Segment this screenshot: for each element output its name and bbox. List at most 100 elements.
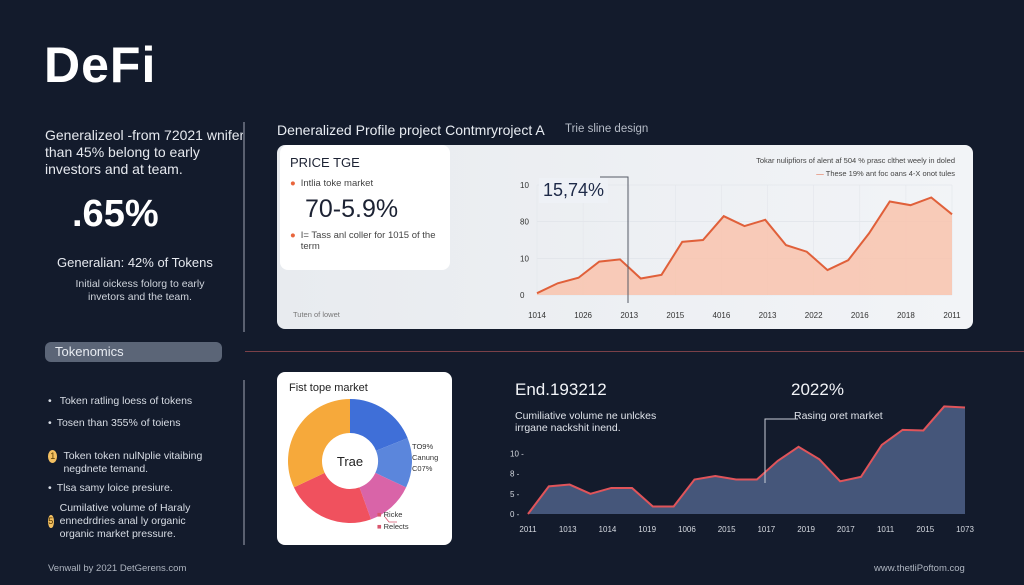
- page-title: DeFi: [44, 37, 157, 93]
- bullet-text: Token ratling loess of tokens: [59, 395, 193, 407]
- x-tick-label: 1011: [877, 525, 895, 534]
- pie-side-label: Canung: [412, 453, 439, 462]
- y-tick-label: 5 -: [510, 490, 520, 499]
- legend-text: Relects: [383, 522, 409, 531]
- area-fill: [528, 406, 965, 514]
- area-fill: [537, 197, 952, 295]
- bullet-dot: •: [48, 482, 52, 494]
- bottom-chart-subtitle: Cumiliative volume ne unlckes irrgane na…: [515, 410, 657, 434]
- price-item-text: Intlia toke market: [300, 178, 374, 189]
- y-tick-label: 0 -: [510, 510, 520, 519]
- token-share-text: Initial oickess folorg to early invetors…: [75, 278, 205, 303]
- callout-leader-line: [600, 176, 629, 303]
- x-tick-label: 2013: [620, 311, 638, 320]
- bottom-chart-annotation: Rasing oret market: [794, 410, 883, 422]
- legend-text: Ricke: [383, 510, 403, 519]
- legend-entry-text: These 19% ant foc oans 4-X onot tules: [825, 169, 955, 178]
- panel-title: Deneralized Profile project Contmryrojec…: [277, 122, 545, 138]
- x-tick-label: 1014: [599, 525, 617, 534]
- pie-title: Fist tope market: [289, 382, 368, 394]
- pie-side-labels: TO9% Canung C07%: [412, 441, 438, 474]
- legend-square-icon: ■: [377, 522, 384, 531]
- footer-url[interactable]: www.thetliPoftom.cog: [874, 563, 965, 574]
- x-tick-label: 1073: [956, 525, 974, 534]
- pie-legend-leader: [384, 516, 397, 523]
- vertical-divider: [243, 380, 245, 545]
- pie-slice: [293, 472, 372, 523]
- price-value: 70-5.9%: [305, 195, 399, 223]
- x-tick-label: 2017: [837, 525, 855, 534]
- intro-text: Generalizeol -from 72021 wnifer than 45%…: [45, 127, 245, 177]
- y-tick-label: 10: [520, 181, 529, 190]
- x-tick-label: 2013: [759, 311, 777, 320]
- chart-callout: 15,74%: [539, 178, 609, 203]
- bullet-text: Tlsa samy loice presiure.: [56, 482, 173, 494]
- pie-slice: [375, 438, 412, 488]
- x-tick-label: 2011: [943, 311, 961, 320]
- y-tick-label: 8 -: [510, 470, 520, 479]
- annotation-leader-line: [764, 418, 798, 483]
- bullet-item: 1 Token token nulNplie vitaibing negdnete…: [48, 450, 228, 476]
- x-tick-label: 2015: [718, 525, 736, 534]
- x-tick-label: 1017: [757, 525, 775, 534]
- y-tick-label: 10 -: [510, 449, 524, 458]
- price-item-text: I= Tass anl coller for 1015 of the term: [300, 230, 436, 252]
- price-item: ● Intlia toke market: [290, 178, 373, 189]
- bullet-text: Tosen than 355% of toiens: [56, 417, 181, 429]
- pie-slice: [359, 472, 407, 520]
- pie-side-label: TO9%: [412, 442, 434, 451]
- number-badge-icon: 1: [48, 450, 58, 463]
- pie-card: Fist tope market Trae TO9% Canung C07% ■…: [277, 372, 452, 545]
- footer-credit: Venwall by 2021 DetGerens.com: [48, 563, 187, 574]
- price-tge-card: PRICE TGE ● Intlia toke market 70-5.9% ● I…: [280, 145, 450, 270]
- legend-line-icon: —: [816, 169, 826, 178]
- pie-slice: [350, 399, 408, 451]
- y-tick-label: 10: [520, 254, 529, 263]
- price-item: ● I= Tass anl coller for 1015 of the term: [290, 230, 440, 252]
- bottom-chart-title: End.193212: [515, 380, 607, 399]
- x-tick-label: 2022: [805, 311, 823, 320]
- x-tick-label: 2016: [851, 311, 869, 320]
- x-tick-label: 1013: [559, 525, 577, 534]
- bullet-dot: •: [48, 395, 52, 407]
- x-tick-label: 1026: [574, 311, 592, 320]
- y-tick-label: 0: [520, 291, 525, 300]
- tokenomics-pill[interactable]: Tokenomics: [45, 342, 222, 362]
- panel-subtitle: Trie sline design: [565, 123, 649, 135]
- x-tick-label: 1019: [638, 525, 656, 534]
- top-area-chart: 0 10 80 10 1014 1026 2013 2015 4016 2013 2022 2016 2…: [520, 176, 961, 320]
- x-tick-label: 2015: [916, 525, 934, 534]
- bullet-text: Cumilative volume of Haraly ennedrdries …: [59, 502, 191, 540]
- bullet-text: Token token nulNplie vitaibing negdnete …: [63, 450, 203, 475]
- x-tick-label: 4016: [713, 311, 731, 320]
- bullet-item: 5 Cumilative volume of Haraly ennedrdries…: [48, 502, 223, 541]
- x-tick-label: 2015: [666, 311, 684, 320]
- pie-side-label: C07%: [412, 464, 433, 473]
- number-badge-icon: 5: [48, 515, 54, 528]
- series-line: [527, 405, 966, 515]
- bullet-item: • Tlsa samy loice presiure.: [48, 482, 173, 495]
- price-tge-heading: PRICE TGE: [290, 155, 360, 170]
- token-share-subtitle: Generalian: 42% of Tokens: [57, 255, 213, 270]
- x-tick-label: 2018: [897, 311, 915, 320]
- chart-legend-title: Tokar nulipfiors of alent af 504 % prasc…: [756, 156, 955, 165]
- legend-square-icon: ■: [377, 510, 384, 519]
- bullet-dot: •: [48, 417, 52, 429]
- pie-legend-item: ■ Relects: [377, 521, 409, 533]
- x-tick-label: 1006: [678, 525, 696, 534]
- pie-legend: ■ Ricke ■ Relects: [377, 509, 409, 533]
- panel-footnote: Tuten of lowet: [293, 310, 340, 319]
- x-tick-label: 2011: [519, 525, 537, 534]
- pie-slice: [288, 399, 350, 488]
- bottom-area-chart: 0 - 5 - 8 - 10 - 2011 1013 1014 1019 1006 2015 101…: [510, 405, 974, 534]
- chart-legend-entry: — These 19% ant foc oans 4-X onot tules: [700, 169, 955, 178]
- orange-dot-icon: ●: [290, 230, 296, 241]
- x-tick-label: 2019: [797, 525, 815, 534]
- donut-chart: Trae: [288, 399, 412, 523]
- bullet-item: • Tosen than 355% of toiens: [48, 417, 180, 430]
- y-tick-label: 80: [520, 218, 529, 227]
- pie-legend-item: ■ Ricke: [377, 509, 409, 521]
- bullet-item: • Token ratling loess of tokens: [48, 395, 192, 408]
- vertical-divider: [243, 122, 245, 332]
- big-percentage: .65%: [72, 193, 159, 235]
